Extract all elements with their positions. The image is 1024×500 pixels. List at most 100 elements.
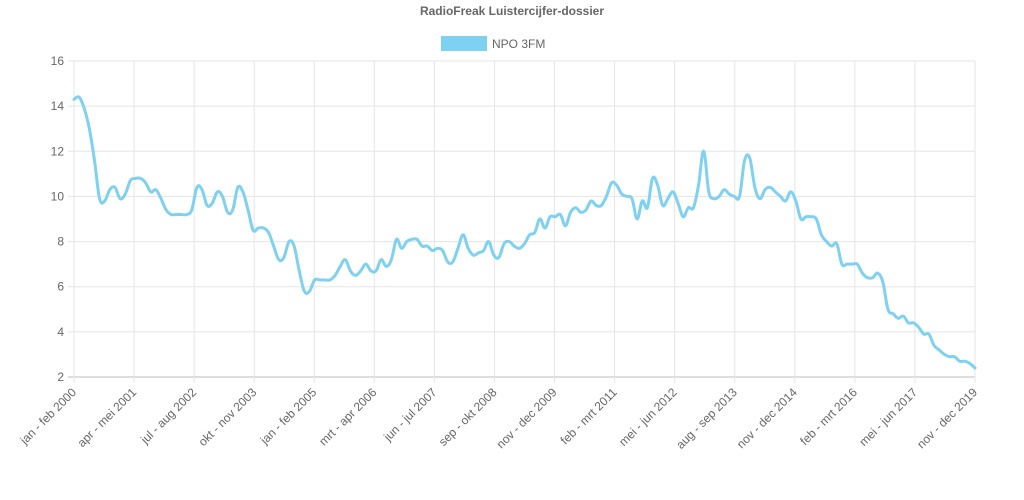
data-point[interactable] [733,195,735,198]
data-point[interactable] [810,216,812,218]
data-point[interactable] [380,259,382,261]
data-point[interactable] [529,234,531,236]
data-point[interactable] [493,254,495,256]
data-point[interactable] [969,362,971,365]
data-point[interactable] [887,308,889,310]
data-point[interactable] [93,159,96,161]
data-point[interactable] [288,240,290,243]
data-point[interactable] [554,216,556,218]
data-point[interactable] [575,207,577,209]
data-point[interactable] [825,240,828,243]
data-point[interactable] [764,189,766,191]
data-point[interactable] [104,200,106,202]
data-point[interactable] [759,198,761,200]
data-point[interactable] [216,191,218,193]
data-point[interactable] [744,159,746,161]
data-point[interactable] [580,211,582,213]
data-point[interactable] [836,243,838,245]
data-point[interactable] [882,281,884,283]
data-point[interactable] [344,259,346,261]
data-point[interactable] [923,333,925,335]
data-point[interactable] [861,272,863,274]
data-point[interactable] [339,265,341,267]
data-point[interactable] [651,177,654,179]
data-point[interactable] [513,245,515,247]
data-point[interactable] [139,177,142,179]
data-point[interactable] [488,240,490,243]
data-point[interactable] [206,204,208,207]
data-point[interactable] [221,195,224,198]
data-point[interactable] [416,238,418,240]
data-point[interactable] [953,356,956,358]
data-point[interactable] [406,240,408,243]
data-point[interactable] [866,277,869,279]
data-point[interactable] [303,290,305,292]
data-point[interactable] [943,353,945,356]
data-point[interactable] [503,243,505,245]
data-point[interactable] [846,263,848,265]
data-point[interactable] [155,189,157,191]
data-point[interactable] [564,225,567,227]
data-point[interactable] [145,182,147,184]
data-point[interactable] [646,207,648,209]
data-point[interactable] [605,195,608,198]
data-point[interactable] [687,207,689,209]
data-point[interactable] [636,218,638,220]
data-point[interactable] [180,213,183,216]
data-point[interactable] [160,198,162,200]
data-point[interactable] [667,198,669,200]
data-point[interactable] [754,186,756,188]
data-point[interactable] [569,211,572,213]
data-point[interactable] [401,247,403,249]
data-point[interactable] [242,191,244,193]
data-point[interactable] [201,189,203,191]
data-point[interactable] [713,198,715,200]
data-point[interactable] [257,227,259,229]
data-point[interactable] [365,263,367,265]
data-point[interactable] [892,313,894,315]
data-point[interactable] [959,360,961,362]
data-point[interactable] [738,195,741,198]
data-point[interactable] [211,202,213,204]
data-point[interactable] [360,270,362,272]
data-point[interactable] [549,216,551,218]
data-point[interactable] [370,270,372,272]
series-line-npo-3fm[interactable] [72,95,977,370]
data-point[interactable] [426,245,428,247]
data-point[interactable] [267,231,270,234]
data-point[interactable] [482,250,485,252]
data-point[interactable] [708,191,710,193]
data-point[interactable] [411,238,413,240]
data-point[interactable] [779,195,782,198]
data-point[interactable] [872,277,874,279]
data-point[interactable] [616,184,618,186]
data-point[interactable] [319,279,321,281]
data-point[interactable] [774,191,776,193]
data-point[interactable] [790,191,792,193]
data-point[interactable] [283,256,285,258]
data-point[interactable] [73,98,75,100]
data-point[interactable] [293,245,295,247]
data-point[interactable] [354,274,357,277]
data-point[interactable] [78,96,80,98]
data-point[interactable] [590,200,592,202]
data-point[interactable] [114,186,116,188]
data-point[interactable] [918,326,920,328]
data-point[interactable] [718,195,720,198]
data-point[interactable] [308,290,311,292]
data-point[interactable] [129,180,131,182]
data-point[interactable] [175,213,177,216]
data-point[interactable] [324,279,326,281]
data-point[interactable] [964,360,966,362]
data-point[interactable] [467,247,469,249]
data-point[interactable] [523,243,526,245]
data-point[interactable] [600,204,602,207]
data-point[interactable] [897,317,899,319]
data-point[interactable] [447,261,449,263]
data-point[interactable] [534,231,536,234]
data-point[interactable] [795,200,797,202]
data-point[interactable] [610,182,613,184]
data-point[interactable] [682,216,684,218]
data-point[interactable] [329,279,331,281]
data-point[interactable] [298,270,300,272]
